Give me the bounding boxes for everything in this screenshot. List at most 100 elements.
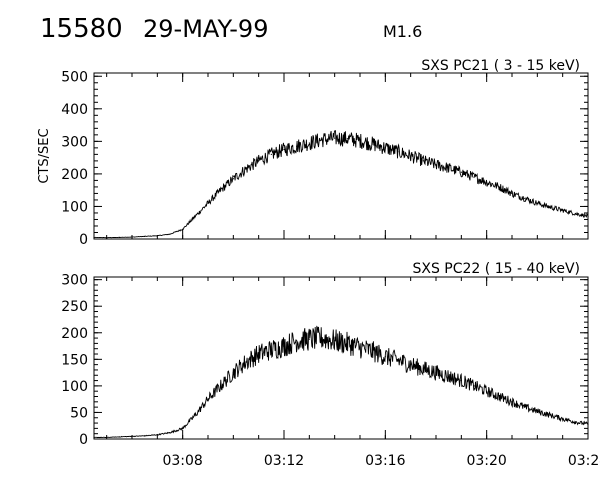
data-point: [156, 235, 158, 237]
data-point: [498, 395, 500, 398]
y-tick-label: 200: [61, 167, 88, 183]
y-axis-label: CTS/SEC: [37, 128, 52, 183]
data-point: [422, 368, 424, 370]
series-line: [93, 325, 589, 439]
data-point: [321, 337, 323, 339]
data-point: [131, 435, 133, 437]
data-point: [511, 401, 513, 403]
data-point: [258, 160, 260, 162]
data-point: [511, 192, 513, 195]
data-point: [194, 414, 196, 416]
data-point: [372, 350, 374, 352]
data-point: [498, 186, 500, 188]
data-point: [220, 189, 222, 191]
data-point: [169, 432, 171, 434]
x-tick-label: 03:24: [568, 453, 600, 469]
data-point: [486, 181, 488, 183]
x-tick-label: 03:20: [466, 453, 506, 469]
data-point: [334, 137, 336, 139]
data-point: [93, 236, 95, 238]
y-tick-label: 100: [61, 199, 88, 215]
y-tick-label: 300: [61, 273, 88, 289]
panel-2: 0 50 100 150 200 250 300 03:08 03:12 03:16 03:20 03…: [61, 261, 600, 469]
data-point: [245, 361, 247, 363]
data-point: [549, 414, 551, 416]
data-point: [562, 418, 564, 420]
data-point: [131, 236, 133, 238]
data-point: [435, 164, 437, 166]
data-point: [283, 345, 285, 347]
data-point: [296, 340, 298, 342]
data-point: [194, 215, 196, 217]
data-point: [144, 235, 146, 237]
data-point: [448, 375, 450, 377]
data-point: [207, 202, 209, 204]
data-point: [410, 364, 412, 366]
x-tick-label: 03:08: [162, 453, 202, 469]
data-point: [118, 236, 120, 238]
data-point: [587, 215, 589, 217]
data-point: [93, 436, 95, 439]
data-point: [473, 176, 475, 178]
data-point: [334, 340, 336, 342]
data-point: [397, 359, 399, 361]
data-point: [397, 151, 399, 153]
data-point: [524, 197, 526, 199]
event-id: 15580: [40, 14, 123, 44]
data-point: [258, 353, 260, 355]
data-point: [435, 372, 437, 374]
y-tick-label: 250: [61, 299, 88, 315]
data-point: [587, 423, 589, 425]
data-point: [232, 372, 234, 374]
y-tick-label: 0: [79, 432, 88, 448]
data-point: [270, 153, 272, 155]
data-point: [359, 140, 361, 142]
data-point: [372, 143, 374, 145]
y-tick-label: 0: [79, 232, 88, 248]
data-point: [422, 160, 424, 162]
x-tick-label: 03:16: [365, 453, 405, 469]
data-point: [346, 138, 348, 140]
data-point: [283, 148, 285, 151]
data-point: [346, 342, 348, 344]
data-point: [245, 168, 247, 170]
data-point: [384, 147, 386, 149]
panel-1: 0 100 200 300 400 500 SXS PC21 ( 3 - 15 keV) CT…: [37, 58, 589, 248]
data-point: [536, 410, 538, 412]
data-point: [359, 347, 361, 349]
panel-title: SXS PC22 ( 15 - 40 keV): [412, 261, 580, 277]
data-point: [182, 228, 184, 230]
data-point: [169, 233, 171, 235]
y-tick-label: 300: [61, 134, 88, 150]
plot-frame: [93, 276, 589, 440]
data-point: [562, 209, 564, 211]
data-point: [118, 436, 120, 438]
event-date: 29-MAY-99: [143, 15, 269, 43]
data-point: [524, 406, 526, 408]
data-point: [321, 139, 323, 141]
data-point: [384, 356, 386, 358]
y-tick-label: 200: [61, 326, 88, 342]
data-point: [410, 155, 412, 157]
data-point: [106, 237, 108, 239]
data-point: [536, 202, 538, 204]
x-tick-label: 03:12: [264, 453, 304, 469]
y-tick-label: 50: [70, 405, 88, 421]
data-point: [574, 421, 576, 423]
data-point: [106, 436, 108, 439]
data-point: [448, 167, 450, 169]
y-tick-label: 500: [61, 69, 88, 85]
data-point: [486, 390, 488, 392]
y-tick-label: 150: [61, 352, 88, 368]
data-point: [308, 338, 310, 340]
data-point: [156, 434, 158, 436]
data-point: [296, 145, 298, 147]
series-line: [93, 130, 589, 239]
data-point: [144, 435, 146, 437]
plot-frame: [93, 72, 589, 240]
y-tick-label: 400: [61, 102, 88, 118]
data-point: [182, 427, 184, 429]
data-point: [460, 379, 462, 382]
